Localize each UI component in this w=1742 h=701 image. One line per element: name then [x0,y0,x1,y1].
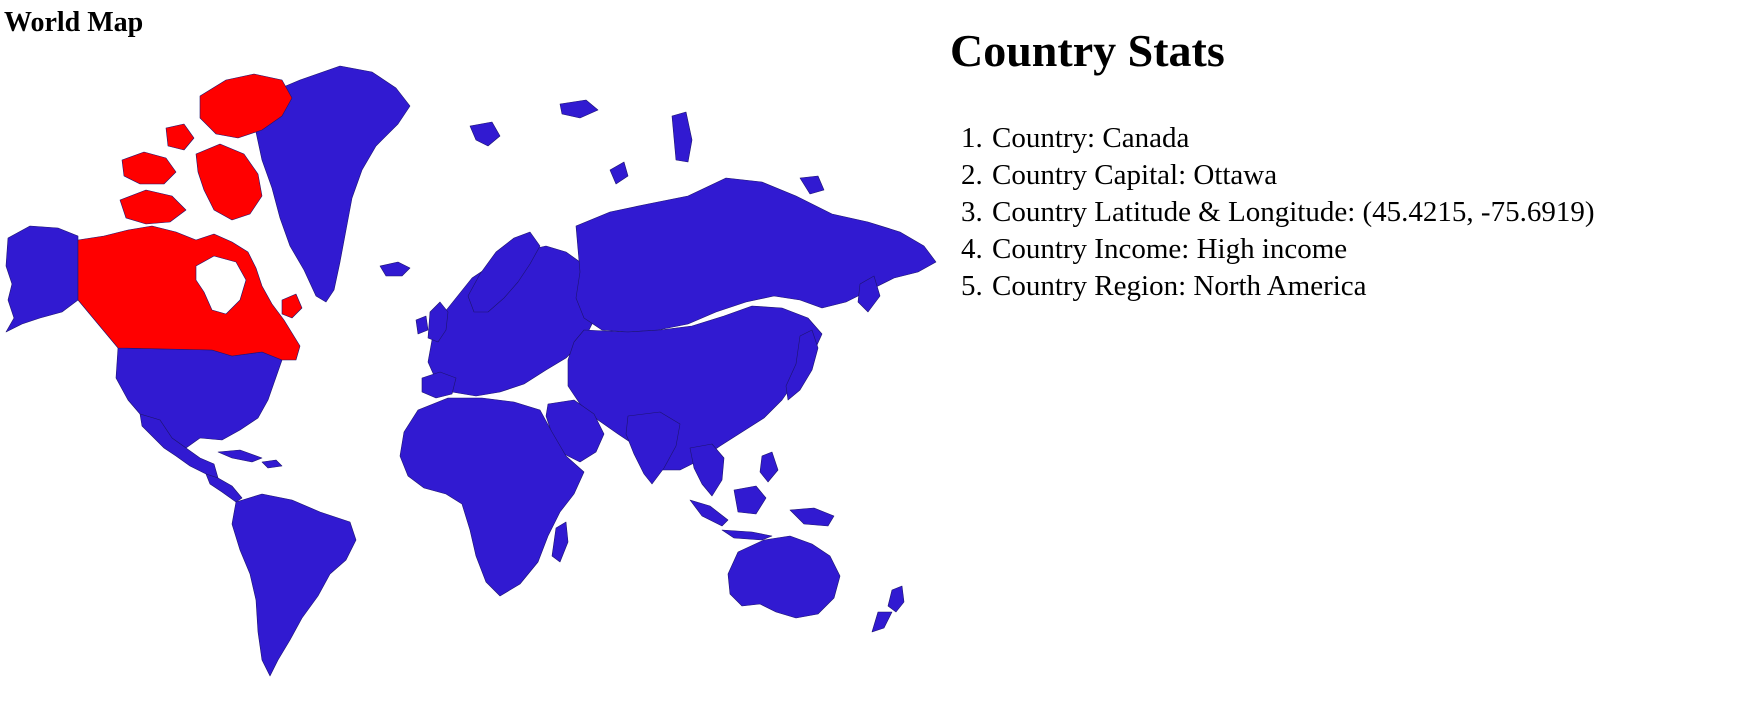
region-iberia[interactable] [421,371,457,399]
map-panel: World Map [0,7,950,686]
canada-ellesmere-island[interactable] [199,73,293,139]
stat-capital: Country Capital: Ottawa [990,157,1594,194]
world-map[interactable] [0,56,950,686]
canada-banks-island[interactable] [165,123,195,151]
stat-region: Country Region: North America [990,268,1594,305]
stats-panel: Country Stats Country: Canada Country Ca… [950,0,1730,701]
island-novaya-zemlya[interactable] [671,111,693,163]
country-united-kingdom[interactable] [427,301,449,343]
country-madagascar[interactable] [551,521,569,563]
region-kamchatka[interactable] [857,275,881,313]
island-hispaniola[interactable] [261,459,283,469]
country-india[interactable] [625,411,681,485]
region-new-guinea[interactable] [789,507,835,527]
canada-arctic-islands[interactable] [119,189,187,225]
continent-africa[interactable] [399,397,585,597]
country-united-states-alaska[interactable] [5,225,79,333]
country-new-zealand[interactable] [887,585,905,613]
map-title: World Map [4,7,144,38]
island-severnaya-zemlya[interactable] [799,175,825,195]
stat-income: Country Income: High income [990,231,1594,268]
island-cuba[interactable] [217,449,263,463]
stats-list: Country: Canada Country Capital: Ottawa … [950,120,1594,305]
region-philippines[interactable] [759,451,779,483]
stat-lat-long: Country Latitude & Longitude: (45.4215, … [990,194,1594,231]
country-ireland[interactable] [415,315,429,335]
island-franz-josef[interactable] [469,121,501,147]
canada-newfoundland[interactable] [281,293,303,319]
canada-victoria-island[interactable] [121,151,177,185]
continent-south-america[interactable] [231,493,357,677]
country-new-zealand-south[interactable] [871,611,893,633]
region-southeast-asia[interactable] [689,443,725,497]
stats-title: Country Stats [950,25,1225,76]
region-indonesia-java[interactable] [721,529,773,541]
region-central-america[interactable] [205,473,243,503]
hudson-bay [195,255,247,315]
highlighted-country-group [77,73,303,361]
country-united-states[interactable] [115,347,283,449]
country-iceland[interactable] [379,261,411,277]
canada-baffin-island[interactable] [195,143,263,221]
region-scandinavia[interactable] [467,231,541,313]
stat-country: Country: Canada [990,120,1594,157]
region-indonesia-sumatra[interactable] [689,499,729,527]
country-australia[interactable] [727,535,841,619]
country-canada[interactable] [77,225,301,361]
country-japan[interactable] [785,329,819,401]
country-greenland[interactable] [255,65,411,303]
region-indonesia-borneo[interactable] [733,485,767,515]
land-group [5,65,937,677]
island-svalbard[interactable] [559,99,599,119]
island-new-siberian[interactable] [609,161,629,185]
